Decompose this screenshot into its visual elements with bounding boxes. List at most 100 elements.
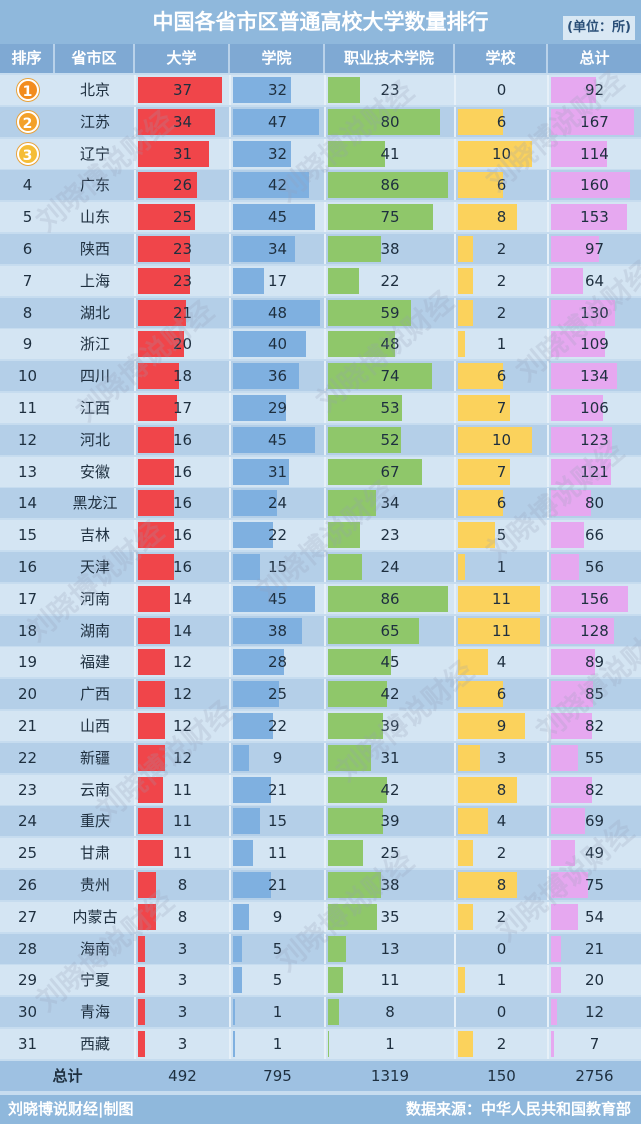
xuexiao-value: 8 <box>496 876 507 894</box>
total-cell: 82 <box>548 711 641 741</box>
xuexiao-bar <box>458 522 496 549</box>
total-cell: 130 <box>548 298 641 328</box>
column-divider <box>547 202 549 233</box>
rank-cell: 7 <box>22 271 33 290</box>
column-divider <box>134 520 136 551</box>
total-bar <box>551 522 584 549</box>
province-cell: 黑龙江 <box>72 494 118 513</box>
xuexiao-cell: 6 <box>455 170 548 200</box>
column-divider <box>229 138 231 169</box>
total-bar <box>551 744 579 771</box>
column-divider <box>324 456 326 487</box>
xuexiao-value: 4 <box>496 812 507 831</box>
xueyuan-bar <box>233 744 250 771</box>
xueyuan-cell: 32 <box>230 75 325 105</box>
daxue-bar <box>138 808 164 835</box>
rank-cell: 18 <box>17 621 38 640</box>
province-cell: 西藏 <box>79 1035 110 1053</box>
column-divider <box>134 838 136 869</box>
daxue-bar <box>138 395 177 421</box>
xuexiao-cell: 3 <box>455 743 548 773</box>
xuexiao-cell: 8 <box>455 202 548 232</box>
xuexiao-bar <box>458 872 518 898</box>
total-bar <box>551 108 634 135</box>
province-cell: 山东 <box>79 208 110 227</box>
xueyuan-cell: 21 <box>230 775 325 805</box>
daxue-bar <box>138 585 170 612</box>
column-divider <box>324 138 326 169</box>
column-divider <box>547 679 549 710</box>
province-cell: 安徽 <box>79 462 110 481</box>
zhiye-bar <box>328 999 340 1026</box>
xuexiao-value: 11 <box>491 621 512 640</box>
total-cell: 85 <box>548 679 641 709</box>
total-cell: 153 <box>548 202 641 232</box>
column-divider <box>547 774 549 805</box>
total-value: 56 <box>584 558 605 576</box>
column-divider <box>134 393 136 423</box>
daxue-cell: 12 <box>135 679 230 709</box>
xuexiao-value: 6 <box>496 685 507 704</box>
xueyuan-bar <box>233 999 235 1026</box>
daxue-bar <box>138 204 195 231</box>
xuexiao-cell: 2 <box>455 838 548 868</box>
daxue-bar <box>138 426 175 453</box>
total-value: 64 <box>584 271 605 290</box>
xueyuan-cell: 29 <box>230 393 325 423</box>
xueyuan-bar <box>233 903 250 930</box>
column-divider <box>547 838 549 869</box>
xuexiao-bar <box>458 554 466 580</box>
daxue-cell: 23 <box>135 234 230 264</box>
xuexiao-bar <box>458 1031 473 1057</box>
xuexiao-value: 9 <box>496 717 507 735</box>
total-value: 128 <box>580 621 609 640</box>
footer-source: 数据来源：中华人民共和国教育部 <box>405 1100 631 1118</box>
xuexiao-bar <box>458 458 510 485</box>
xuexiao-value: 7 <box>496 462 507 481</box>
xuexiao-cell: 2 <box>455 234 548 264</box>
xueyuan-bar <box>233 204 315 231</box>
xueyuan-bar <box>233 522 274 549</box>
xuexiao-value: 2 <box>496 1035 507 1053</box>
total-value: 12 <box>584 1003 605 1022</box>
total-bar <box>551 172 631 199</box>
rank-cell: 25 <box>17 844 38 863</box>
column-divider <box>229 965 231 996</box>
title-bar <box>0 0 641 44</box>
daxue-bar <box>138 903 157 930</box>
total-bar <box>551 299 616 326</box>
daxue-cell: 11 <box>135 838 230 868</box>
column-divider <box>547 297 549 328</box>
total-value: 80 <box>584 494 605 513</box>
rank-cell: 2 <box>0 107 55 137</box>
column-divider <box>134 583 136 614</box>
total-value: 20 <box>584 971 605 990</box>
table-row: 16 天津 16 15 24 1 56 <box>0 552 641 582</box>
xuexiao-value: 0 <box>496 939 507 958</box>
header-total: 总计 <box>579 49 610 67</box>
xueyuan-value: 45 <box>267 208 288 227</box>
rank-cell: 31 <box>17 1035 38 1053</box>
column-divider <box>454 265 456 296</box>
xuexiao-value: 2 <box>496 303 507 322</box>
xueyuan-value: 42 <box>267 176 288 195</box>
daxue-value: 3 <box>177 939 188 958</box>
zhiye-cell: 38 <box>325 870 455 900</box>
table-row: 3 辽宁 31 32 41 10 114 <box>0 138 641 169</box>
total-value: 153 <box>580 208 609 227</box>
province-cell: 广西 <box>79 685 110 704</box>
total-cell: 55 <box>548 743 641 773</box>
daxue-value: 12 <box>172 717 193 735</box>
column-divider <box>324 742 326 773</box>
table-row: 24 重庆 11 15 39 4 69 <box>0 806 641 837</box>
daxue-cell: 16 <box>135 488 230 518</box>
total-xuexiao: 150 <box>487 1067 516 1085</box>
rank-cell: 21 <box>17 717 38 735</box>
table-row: 9 浙江 20 40 48 1 109 <box>0 329 641 360</box>
xueyuan-value: 32 <box>267 81 288 99</box>
column-divider <box>454 806 456 837</box>
column-divider <box>324 838 326 869</box>
xuexiao-bar <box>458 299 473 326</box>
column-divider <box>547 870 549 900</box>
province-cell: 云南 <box>79 780 110 799</box>
